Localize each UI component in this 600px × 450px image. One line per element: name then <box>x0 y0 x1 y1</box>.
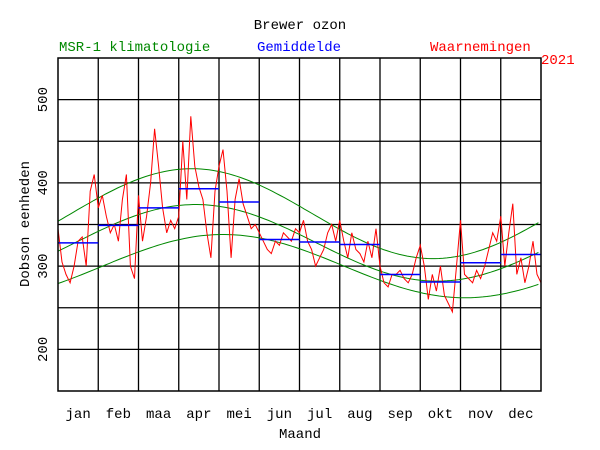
legend-climatology: MSR-1 klimatologie <box>59 40 210 56</box>
y-tick-label: 300 <box>36 254 52 279</box>
y-tick-label: 500 <box>36 87 52 112</box>
climatology-upper-line <box>57 168 539 260</box>
x-tick-label: feb <box>106 407 131 423</box>
x-tick-label: nov <box>468 407 493 423</box>
climatology-lower-line <box>57 234 539 299</box>
x-tick-label: apr <box>186 407 211 423</box>
climatology-mean-line <box>57 204 539 282</box>
x-tick-label: dec <box>508 407 533 423</box>
observations-line <box>57 116 542 314</box>
plot-frame <box>57 57 542 392</box>
x-tick-label: maa <box>146 407 171 423</box>
chart-title: Brewer ozon <box>254 18 346 34</box>
x-axis-label: Maand <box>279 427 321 443</box>
x-tick-label: jun <box>267 407 292 423</box>
x-tick-label: jul <box>307 407 332 423</box>
y-axis-label: Dobson eenheden <box>18 161 34 287</box>
legend-mean: Gemiddelde <box>257 40 341 56</box>
y-tick-label: 200 <box>36 337 52 362</box>
x-tick-label: okt <box>428 407 453 423</box>
x-tick-label: sep <box>388 407 413 423</box>
x-tick-label: jan <box>66 407 91 423</box>
x-tick-label: mei <box>227 407 252 423</box>
legend-observations: Waarnemingen <box>430 40 531 56</box>
x-tick-label: aug <box>347 407 372 423</box>
year-label: 2021 <box>541 53 575 69</box>
y-tick-label: 400 <box>36 170 52 195</box>
